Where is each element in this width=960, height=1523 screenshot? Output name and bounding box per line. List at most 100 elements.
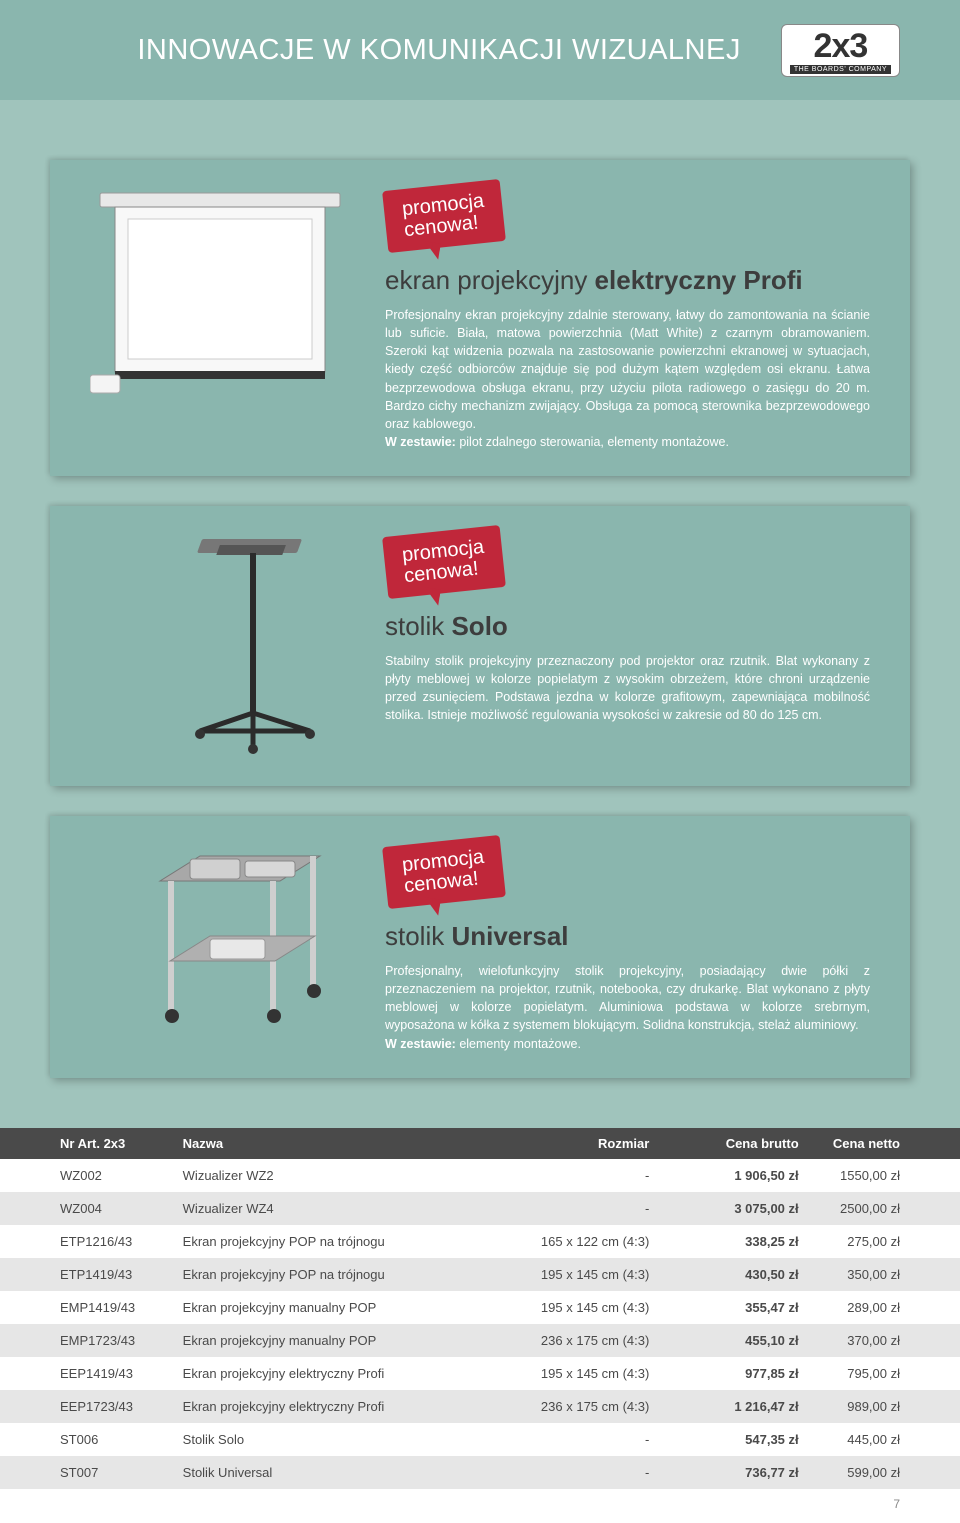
logo-sub: THE BOARDS' COMPANY bbox=[790, 65, 891, 74]
table-cell: 736,77 zł bbox=[661, 1456, 810, 1489]
table-cell: 977,85 zł bbox=[661, 1357, 810, 1390]
page-header: INNOWACJE W KOMUNIKACJI WIZUALNEJ 2x3 TH… bbox=[0, 0, 960, 100]
table-cell: 3 075,00 zł bbox=[661, 1192, 810, 1225]
table-cell: 430,50 zł bbox=[661, 1258, 810, 1291]
product-image-wrap bbox=[90, 531, 350, 761]
table-cell: 236 x 175 cm (4:3) bbox=[480, 1390, 661, 1423]
title-pre: stolik bbox=[385, 921, 451, 951]
table-cell: Stolik Solo bbox=[171, 1423, 480, 1456]
table-row: EEP1419/43Ekran projekcyjny elektryczny … bbox=[0, 1357, 960, 1390]
table-cell: 1 216,47 zł bbox=[661, 1390, 810, 1423]
desc-text: Profesjonalny, wielofunkcyjny stolik pro… bbox=[385, 964, 870, 1032]
table-cell: 355,47 zł bbox=[661, 1291, 810, 1324]
table-row: EMP1723/43Ekran projekcyjny manualny POP… bbox=[0, 1324, 960, 1357]
table-row: WZ004Wizualizer WZ4-3 075,00 zł2500,00 z… bbox=[0, 1192, 960, 1225]
table-cell: 445,00 zł bbox=[811, 1423, 960, 1456]
table-cell: 195 x 145 cm (4:3) bbox=[480, 1357, 661, 1390]
table-cell: 350,00 zł bbox=[811, 1258, 960, 1291]
table-cell: 370,00 zł bbox=[811, 1324, 960, 1357]
table-row: EEP1723/43Ekran projekcyjny elektryczny … bbox=[0, 1390, 960, 1423]
table-header-cell: Rozmiar bbox=[480, 1128, 661, 1159]
extra-label: W zestawie: bbox=[385, 1037, 459, 1051]
products-section: promocjacenowa! ekran projekcyjny elektr… bbox=[0, 100, 960, 1128]
table-cell: 1 906,50 zł bbox=[661, 1159, 810, 1192]
extra-text: pilot zdalnego sterowania, elementy mont… bbox=[459, 435, 729, 449]
product-description: Stabilny stolik projekcyjny przeznaczony… bbox=[385, 652, 870, 725]
table-cell: 165 x 122 cm (4:3) bbox=[480, 1225, 661, 1258]
table-cell: 275,00 zł bbox=[811, 1225, 960, 1258]
product-image-universal bbox=[150, 841, 330, 1031]
table-cell: ETP1216/43 bbox=[0, 1225, 171, 1258]
table-cell: Stolik Universal bbox=[171, 1456, 480, 1489]
table-cell: ST007 bbox=[0, 1456, 171, 1489]
table-cell: 547,35 zł bbox=[661, 1423, 810, 1456]
table-cell: EEP1419/43 bbox=[0, 1357, 171, 1390]
promo-badge: promocjacenowa! bbox=[382, 525, 506, 599]
table-row: ETP1216/43Ekran projekcyjny POP na trójn… bbox=[0, 1225, 960, 1258]
table-cell: EEP1723/43 bbox=[0, 1390, 171, 1423]
table-cell: 2500,00 zł bbox=[811, 1192, 960, 1225]
table-cell: WZ002 bbox=[0, 1159, 171, 1192]
table-header-cell: Nazwa bbox=[171, 1128, 480, 1159]
table-cell: Ekran projekcyjny elektryczny Profi bbox=[171, 1357, 480, 1390]
title-bold: Universal bbox=[451, 921, 568, 951]
promo-badge: promocjacenowa! bbox=[382, 179, 506, 253]
table-row: ETP1419/43Ekran projekcyjny POP na trójn… bbox=[0, 1258, 960, 1291]
table-row: EMP1419/43Ekran projekcyjny manualny POP… bbox=[0, 1291, 960, 1324]
extra-label: W zestawie: bbox=[385, 435, 459, 449]
title-pre: stolik bbox=[385, 611, 451, 641]
table-cell: WZ004 bbox=[0, 1192, 171, 1225]
desc-text: Stabilny stolik projekcyjny przeznaczony… bbox=[385, 654, 870, 722]
product-card: promocjacenowa! stolik Universal Profesj… bbox=[50, 816, 910, 1078]
table-header-cell: Nr Art. 2x3 bbox=[0, 1128, 171, 1159]
product-image-wrap bbox=[90, 841, 350, 1031]
logo-main: 2x3 bbox=[814, 27, 868, 65]
table-cell: 236 x 175 cm (4:3) bbox=[480, 1324, 661, 1357]
table-cell: ST006 bbox=[0, 1423, 171, 1456]
table-cell: 289,00 zł bbox=[811, 1291, 960, 1324]
logo: 2x3 THE BOARDS' COMPANY bbox=[781, 24, 900, 77]
desc-text: Profesjonalny ekran projekcyjny zdalnie … bbox=[385, 308, 870, 431]
table-header-cell: Cena brutto bbox=[661, 1128, 810, 1159]
table-body: WZ002Wizualizer WZ2-1 906,50 zł1550,00 z… bbox=[0, 1159, 960, 1489]
table-cell: ETP1419/43 bbox=[0, 1258, 171, 1291]
product-content: promocjacenowa! stolik Universal Profesj… bbox=[385, 841, 870, 1053]
table-cell: 989,00 zł bbox=[811, 1390, 960, 1423]
price-table: Nr Art. 2x3NazwaRozmiarCena bruttoCena n… bbox=[0, 1128, 960, 1489]
title-bold: elektryczny Profi bbox=[595, 265, 803, 295]
table-row: ST007Stolik Universal-736,77 zł599,00 zł bbox=[0, 1456, 960, 1489]
product-card: promocjacenowa! ekran projekcyjny elektr… bbox=[50, 160, 910, 476]
product-content: promocjacenowa! stolik Solo Stabilny sto… bbox=[385, 531, 870, 725]
table-row: ST006Stolik Solo-547,35 zł445,00 zł bbox=[0, 1423, 960, 1456]
table-cell: - bbox=[480, 1159, 661, 1192]
table-cell: 455,10 zł bbox=[661, 1324, 810, 1357]
title-pre: ekran projekcyjny bbox=[385, 265, 595, 295]
table-cell: EMP1723/43 bbox=[0, 1324, 171, 1357]
table-cell: Wizualizer WZ4 bbox=[171, 1192, 480, 1225]
header-title: INNOWACJE W KOMUNIKACJI WIZUALNEJ bbox=[137, 34, 741, 67]
table-cell: Ekran projekcyjny manualny POP bbox=[171, 1291, 480, 1324]
table-header-row: Nr Art. 2x3NazwaRozmiarCena bruttoCena n… bbox=[0, 1128, 960, 1159]
table-cell: 338,25 zł bbox=[661, 1225, 810, 1258]
product-image-screen bbox=[90, 185, 350, 400]
table-cell: - bbox=[480, 1192, 661, 1225]
product-description: Profesjonalny ekran projekcyjny zdalnie … bbox=[385, 306, 870, 451]
table-header-cell: Cena netto bbox=[811, 1128, 960, 1159]
table-cell: Ekran projekcyjny POP na trójnogu bbox=[171, 1258, 480, 1291]
table-cell: 195 x 145 cm (4:3) bbox=[480, 1258, 661, 1291]
table-cell: 1550,00 zł bbox=[811, 1159, 960, 1192]
page-number: 7 bbox=[0, 1489, 960, 1523]
table-cell: EMP1419/43 bbox=[0, 1291, 171, 1324]
product-title: ekran projekcyjny elektryczny Profi bbox=[385, 265, 870, 296]
product-image-wrap bbox=[90, 185, 350, 400]
table-cell: Ekran projekcyjny elektryczny Profi bbox=[171, 1390, 480, 1423]
table-cell: - bbox=[480, 1456, 661, 1489]
title-bold: Solo bbox=[451, 611, 507, 641]
table-row: WZ002Wizualizer WZ2-1 906,50 zł1550,00 z… bbox=[0, 1159, 960, 1192]
product-card: promocjacenowa! stolik Solo Stabilny sto… bbox=[50, 506, 910, 786]
table-cell: 599,00 zł bbox=[811, 1456, 960, 1489]
product-content: promocjacenowa! ekran projekcyjny elektr… bbox=[385, 185, 870, 451]
table-cell: Ekran projekcyjny POP na trójnogu bbox=[171, 1225, 480, 1258]
product-title: stolik Solo bbox=[385, 611, 870, 642]
table-cell: 195 x 145 cm (4:3) bbox=[480, 1291, 661, 1324]
